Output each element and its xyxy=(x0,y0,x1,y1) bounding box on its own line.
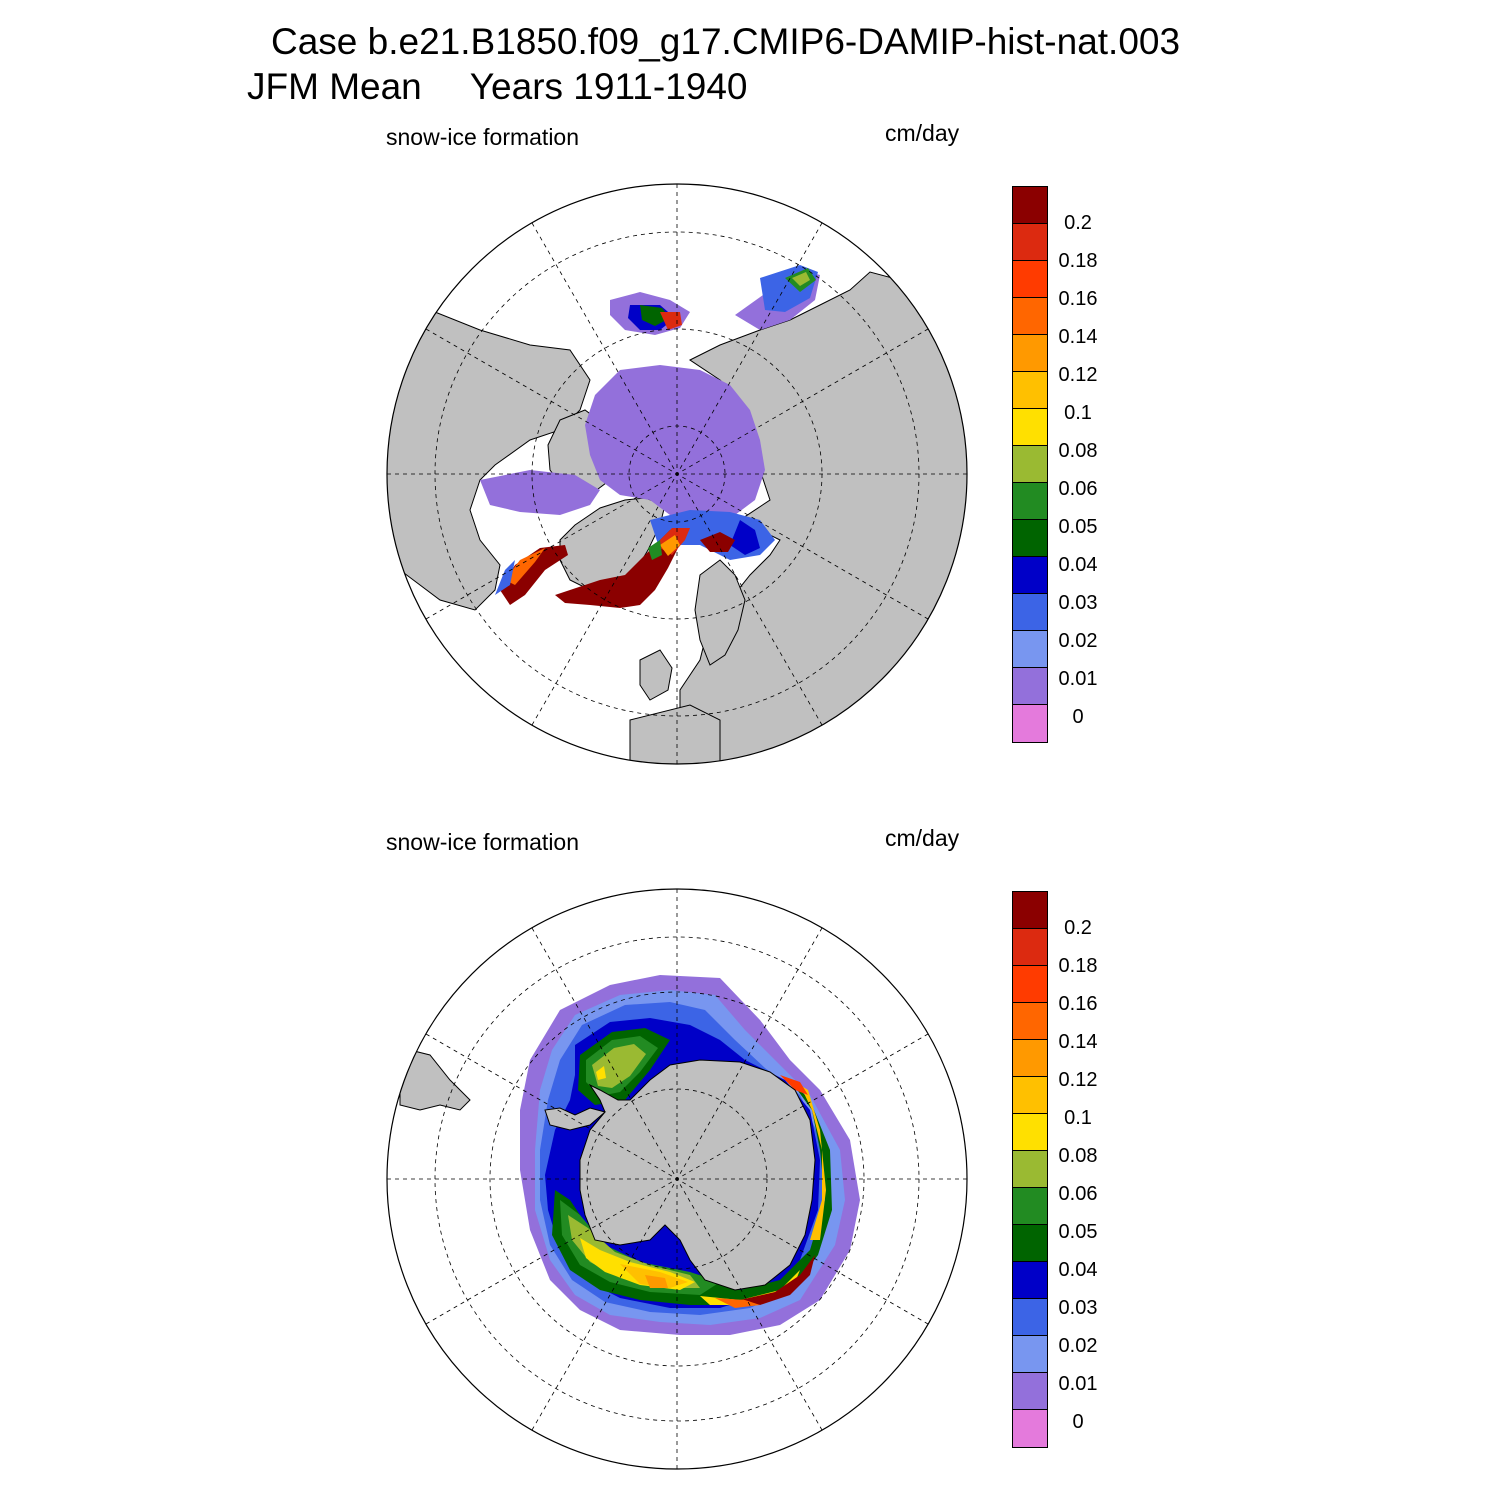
north-colorbar-tick-label: 0.18 xyxy=(1058,250,1098,272)
north-colorbar-box xyxy=(1013,520,1047,557)
south-colorbar-tick-label: 0.18 xyxy=(1058,955,1098,977)
south-panel-units: cm/day xyxy=(885,825,960,851)
figure-title-case: Case b.e21.B1850.f09_g17.CMIP6-DAMIP-his… xyxy=(271,21,1181,62)
south-colorbar-tick-label: 0.06 xyxy=(1058,1183,1098,1205)
south-colorbar-tick-label: 0.14 xyxy=(1058,1031,1098,1053)
north-colorbar-tick-label: 0.14 xyxy=(1058,326,1098,348)
north-panel-units: cm/day xyxy=(885,120,960,146)
south-colorbar-box xyxy=(1013,1114,1047,1151)
north-map-border xyxy=(386,183,968,765)
north-colorbar-box xyxy=(1013,224,1047,261)
south-colorbar xyxy=(1012,891,1048,1448)
south-colorbar-box xyxy=(1013,1262,1047,1299)
south-colorbar-tick-label: 0 xyxy=(1072,1411,1084,1433)
north-colorbar-tick-label: 0.12 xyxy=(1058,364,1098,386)
south-colorbar-tick-label: 0.05 xyxy=(1058,1221,1098,1243)
north-colorbar-box xyxy=(1013,557,1047,594)
south-colorbar-box xyxy=(1013,1151,1047,1188)
south-map-border xyxy=(386,888,968,1470)
north-graticule xyxy=(387,184,967,764)
season-label: JFM Mean xyxy=(247,66,422,107)
south-colorbar-tick-label: 0.1 xyxy=(1064,1107,1092,1129)
north-land-greenland xyxy=(559,497,666,591)
south-graticule xyxy=(387,889,967,1469)
north-colorbar-tick-label: 0.03 xyxy=(1058,592,1098,614)
north-colorbar-tick-label: 0.04 xyxy=(1058,554,1098,576)
south-colorbar-box xyxy=(1013,1336,1047,1373)
north-colorbar-box xyxy=(1013,298,1047,335)
north-panel-variable: snow-ice formation xyxy=(386,124,580,150)
north-colorbar-box xyxy=(1013,409,1047,446)
south-colorbar-box xyxy=(1013,929,1047,966)
south-colorbar-box xyxy=(1013,1225,1047,1262)
south-colorbar-box xyxy=(1013,966,1047,1003)
north-colorbar-box xyxy=(1013,261,1047,298)
south-colorbar-tick-label: 0.01 xyxy=(1058,1373,1098,1395)
south-colorbar-tick-label: 0.02 xyxy=(1058,1335,1098,1357)
south-colorbar-tick-label: 0.16 xyxy=(1058,993,1098,1015)
north-colorbar-box xyxy=(1013,483,1047,520)
south-colorbar-tick-label: 0.2 xyxy=(1064,917,1092,939)
south-land-south-america xyxy=(399,1049,471,1111)
south-colorbar-box xyxy=(1013,1373,1047,1410)
south-land-peninsula xyxy=(544,1107,607,1131)
figure-title-period: JFM Mean Years 1911-1940 xyxy=(247,68,748,105)
south-colorbar-box xyxy=(1013,1003,1047,1040)
north-colorbar-box xyxy=(1013,668,1047,705)
south-colorbar-box xyxy=(1013,1040,1047,1077)
south-polar-map xyxy=(386,888,968,1470)
north-colorbar-box xyxy=(1013,631,1047,668)
north-colorbar-tick-label: 0.01 xyxy=(1058,668,1098,690)
north-colorbar-tick-label: 0.02 xyxy=(1058,630,1098,652)
north-colorbar-tick-label: 0.1 xyxy=(1064,402,1092,424)
north-polar-map xyxy=(386,183,968,765)
north-colorbar-tick-label: 0 xyxy=(1072,706,1084,728)
south-colorbar-box xyxy=(1013,1188,1047,1225)
north-colorbar-box xyxy=(1013,372,1047,409)
years-label: Years 1911-1940 xyxy=(469,66,748,107)
north-colorbar-tick-label: 0.05 xyxy=(1058,516,1098,538)
north-colorbar-box xyxy=(1013,705,1047,742)
north-colorbar-box xyxy=(1013,335,1047,372)
north-colorbar-box xyxy=(1013,446,1047,483)
north-colorbar-tick-label: 0.2 xyxy=(1064,212,1092,234)
north-colorbar-tick-label: 0.16 xyxy=(1058,288,1098,310)
north-land-europe xyxy=(629,649,721,764)
south-colorbar-tick-label: 0.04 xyxy=(1058,1259,1098,1281)
north-colorbar xyxy=(1012,186,1048,743)
north-colorbar-tick-label: 0.06 xyxy=(1058,478,1098,500)
south-colorbar-tick-label: 0.12 xyxy=(1058,1069,1098,1091)
north-sea-ice-data xyxy=(480,265,820,608)
south-colorbar-box xyxy=(1013,1077,1047,1114)
north-colorbar-tick-label: 0.08 xyxy=(1058,440,1098,462)
south-colorbar-box xyxy=(1013,1410,1047,1447)
south-colorbar-box xyxy=(1013,892,1047,929)
north-colorbar-box xyxy=(1013,187,1047,224)
south-colorbar-tick-label: 0.08 xyxy=(1058,1145,1098,1167)
south-colorbar-tick-label: 0.03 xyxy=(1058,1297,1098,1319)
north-colorbar-box xyxy=(1013,594,1047,631)
south-colorbar-box xyxy=(1013,1299,1047,1336)
south-panel-variable: snow-ice formation xyxy=(386,829,580,855)
